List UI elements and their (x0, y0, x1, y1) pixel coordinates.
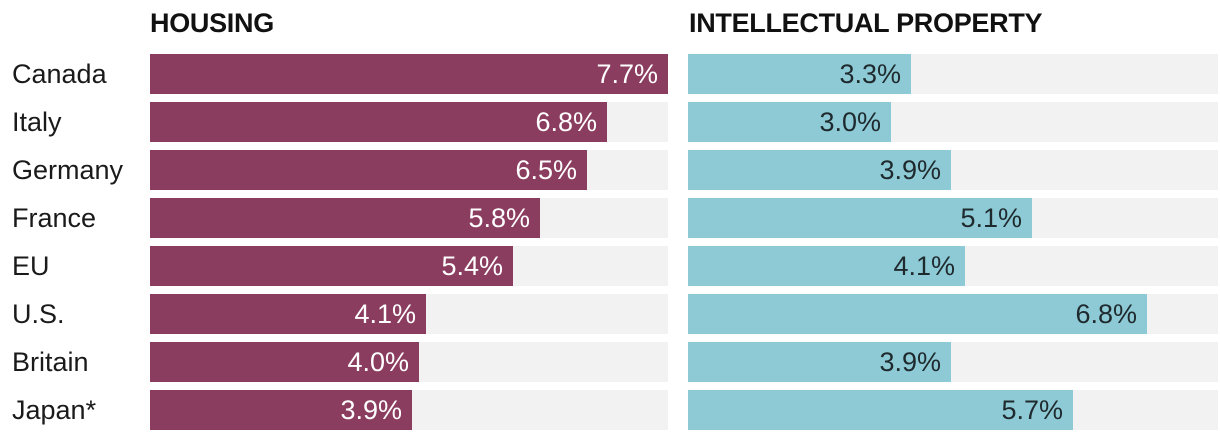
category-label: Japan* (12, 395, 97, 425)
housing-value-label: 3.9% (340, 395, 402, 425)
housing-bar-track: 6.8% (150, 102, 668, 142)
category-label: EU (12, 251, 50, 281)
category-label: France (12, 203, 97, 233)
ip-bar: 3.9% (688, 342, 951, 382)
ip-bar-track: 5.1% (688, 198, 1218, 238)
ip-bar-track: 3.9% (688, 150, 1218, 190)
category-label: Italy (12, 107, 62, 137)
housing-bar-track: 5.4% (150, 246, 668, 286)
ip-bar: 4.1% (688, 246, 965, 286)
ip-bar-track: 3.9% (688, 342, 1218, 382)
category-label: U.S. (12, 299, 65, 329)
ip-value-label: 3.0% (819, 107, 881, 137)
ip-bar: 3.0% (688, 102, 891, 142)
intellectual-property-panel-title: INTELLECTUAL PROPERTY (689, 8, 1043, 38)
housing-bar-track: 3.9% (150, 390, 668, 430)
housing-bar-track: 7.7% (150, 54, 668, 94)
ip-bar: 5.7% (688, 390, 1073, 430)
ip-value-label: 5.1% (960, 203, 1022, 233)
ip-bar-track: 3.0% (688, 102, 1218, 142)
housing-bar: 5.8% (150, 198, 540, 238)
housing-bar: 6.5% (150, 150, 587, 190)
housing-bar: 4.1% (150, 294, 426, 334)
ip-value-label: 3.9% (879, 347, 941, 377)
housing-value-label: 4.0% (347, 347, 409, 377)
housing-bar-track: 6.5% (150, 150, 668, 190)
ip-value-label: 5.7% (1001, 395, 1063, 425)
housing-value-label: 6.5% (515, 155, 577, 185)
ip-bar: 6.8% (688, 294, 1147, 334)
category-label: Germany (12, 155, 124, 185)
housing-value-label: 5.8% (468, 203, 530, 233)
ip-bar: 3.3% (688, 54, 911, 94)
housing-value-label: 5.4% (441, 251, 503, 281)
category-label: Britain (12, 347, 89, 377)
ip-value-label: 3.9% (879, 155, 941, 185)
housing-value-label: 6.8% (535, 107, 597, 137)
housing-bar: 5.4% (150, 246, 513, 286)
housing-bar: 3.9% (150, 390, 412, 430)
housing-value-label: 7.7% (596, 59, 658, 89)
ip-bar-track: 4.1% (688, 246, 1218, 286)
housing-bar: 6.8% (150, 102, 607, 142)
ip-value-label: 4.1% (893, 251, 955, 281)
housing-panel-title: HOUSING (150, 8, 274, 38)
housing-value-label: 4.1% (354, 299, 416, 329)
ip-value-label: 6.8% (1075, 299, 1137, 329)
category-label: Canada (12, 59, 107, 89)
housing-bar-track: 5.8% (150, 198, 668, 238)
ip-bar-track: 6.8% (688, 294, 1218, 334)
housing-bar-track: 4.0% (150, 342, 668, 382)
housing-bar: 7.7% (150, 54, 668, 94)
ip-value-label: 3.3% (839, 59, 901, 89)
ip-bar-track: 5.7% (688, 390, 1218, 430)
housing-bar-track: 4.1% (150, 294, 668, 334)
ip-bar-track: 3.3% (688, 54, 1218, 94)
housing-bar: 4.0% (150, 342, 419, 382)
ip-bar: 5.1% (688, 198, 1032, 238)
ip-bar: 3.9% (688, 150, 951, 190)
